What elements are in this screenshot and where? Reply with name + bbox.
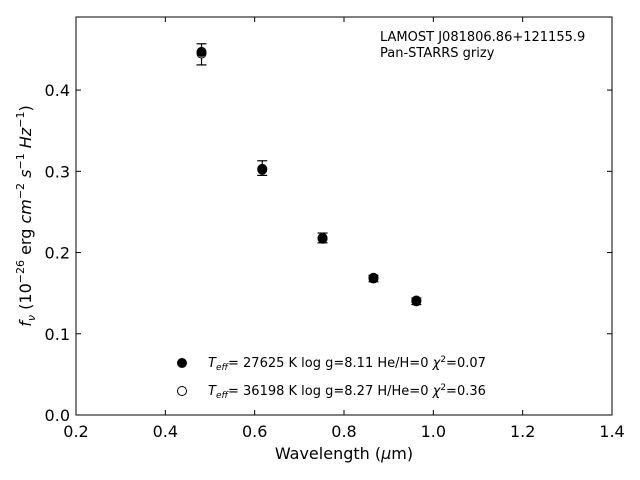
legend-entry-filled: Teff= 27625 K log g=8.11 He/H=0 χ2=0.07 <box>208 355 486 373</box>
legend-marker-filled <box>177 358 187 368</box>
data-point-filled <box>411 296 422 307</box>
y-tick-label: 0.4 <box>45 81 70 100</box>
y-tick-label: 0.0 <box>45 406 70 425</box>
x-tick-label: 0.2 <box>63 422 88 441</box>
y-axis-title: fν (10−26 erg cm−2 s−1 Hz−1) <box>14 105 38 326</box>
x-tick-label: 1.2 <box>510 422 535 441</box>
x-tick-label: 1.4 <box>599 422 624 441</box>
x-axis-title: Wavelength (μm) <box>275 444 413 463</box>
annotation-survey: Pan-STARRS grizy <box>380 46 495 61</box>
y-tick-label: 0.3 <box>45 162 70 181</box>
data-point-filled <box>317 233 328 244</box>
y-tick-label: 0.1 <box>45 325 70 344</box>
y-axis-ticks: 0.0 0.1 0.2 0.3 0.4 <box>45 81 612 425</box>
data-point-filled <box>368 272 379 283</box>
x-tick-label: 0.6 <box>242 422 267 441</box>
annotation-object: LAMOST J081806.86+121155.9 <box>380 30 585 45</box>
legend-entry-open: Teff= 36198 K log g=8.27 H/He=0 χ2=0.36 <box>208 383 486 401</box>
x-tick-label: 0.4 <box>153 422 178 441</box>
x-tick-label: 0.8 <box>331 422 356 441</box>
legend: Teff= 27625 K log g=8.11 He/H=0 χ2=0.07 … <box>177 355 486 401</box>
legend-marker-open <box>177 386 187 396</box>
x-axis-ticks: 0.2 0.4 0.6 0.8 1.0 1.2 1.4 <box>63 17 625 441</box>
x-tick-label: 1.0 <box>421 422 446 441</box>
data-layer <box>196 43 422 307</box>
y-tick-label: 0.2 <box>45 244 70 263</box>
data-point-filled <box>257 163 268 174</box>
data-point-filled <box>196 46 207 57</box>
